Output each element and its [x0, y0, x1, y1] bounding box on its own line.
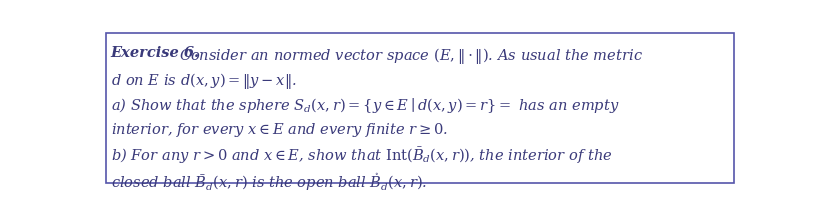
Text: interior, for every $x \in E$ and every finite $r \geq 0$.: interior, for every $x \in E$ and every …: [111, 121, 448, 139]
Text: $d$ on $E$ is $d(x, y) = \|y - x\|$.: $d$ on $E$ is $d(x, y) = \|y - x\|$.: [111, 71, 296, 91]
Text: Exercise 6.: Exercise 6.: [111, 46, 200, 60]
Text: b) For any $r > 0$ and $x \in E$, show that $\mathrm{Int}(\bar{B}_d(x,r))$, the : b) For any $r > 0$ and $x \in E$, show t…: [111, 146, 612, 166]
Text: Consider an normed vector space $(E, \|\cdot\|)$. As usual the metric: Consider an normed vector space $(E, \|\…: [179, 46, 643, 66]
FancyBboxPatch shape: [106, 33, 734, 183]
Text: closed ball $\bar{B}_d(x,r)$ is the open ball $\mathring{B}_d(x,r)$.: closed ball $\bar{B}_d(x,r)$ is the open…: [111, 171, 427, 193]
Text: a) Show that the sphere $S_d(x, r) = \{y \in E \mid d(x, y) = r\} =$ has an empt: a) Show that the sphere $S_d(x, r) = \{y…: [111, 96, 619, 115]
